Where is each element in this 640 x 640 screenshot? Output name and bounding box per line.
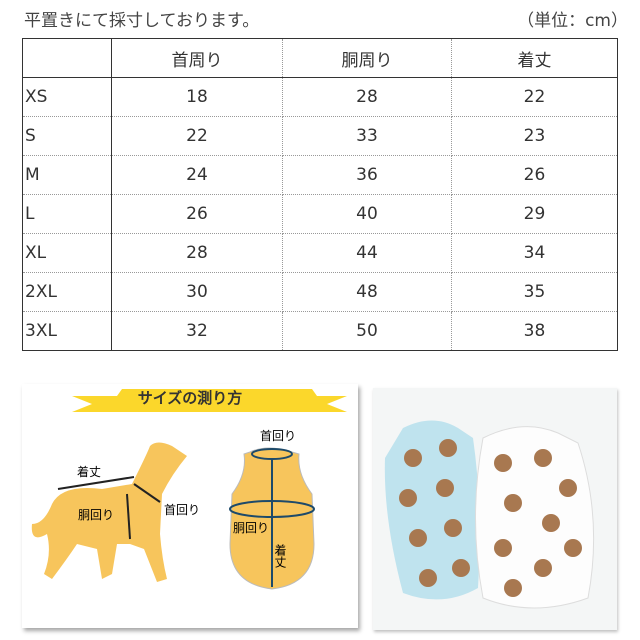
value-cell: 24 <box>111 155 283 195</box>
size-cell: M <box>22 155 112 195</box>
value-cell: 40 <box>282 194 452 234</box>
dog-chest-label: 胴回り <box>78 508 114 522</box>
measurement-diagram: サイズの測り方 着丈 胴回り 首回り 首回り 胴回り 着丈 <box>22 384 358 628</box>
value-cell: 22 <box>111 116 283 156</box>
measurement-note: 平置きにて採寸しております。 <box>24 11 260 31</box>
value-cell: 50 <box>282 311 452 351</box>
size-cell: S <box>22 116 112 156</box>
value-cell: 23 <box>451 116 618 156</box>
value-cell: 44 <box>282 233 452 273</box>
table-row: 3XL 32 50 38 <box>22 311 618 351</box>
dog-neck-label: 首回り <box>164 503 200 517</box>
table-row: XS 18 28 22 <box>22 77 618 117</box>
size-cell: XL <box>22 233 112 273</box>
dog-length-label: 着丈 <box>77 464 101 479</box>
column-header: 着丈 <box>451 38 618 78</box>
column-header <box>22 38 112 78</box>
value-cell: 34 <box>451 233 618 273</box>
value-cell: 36 <box>282 155 452 195</box>
table-row: M 24 36 26 <box>22 155 618 195</box>
banner-ribbon <box>72 389 347 412</box>
unit-label: （単位：cm） <box>517 11 628 31</box>
column-header: 胴周り <box>282 38 452 78</box>
table-row: XL 28 44 34 <box>22 233 618 273</box>
table-row: 2XL 30 48 35 <box>22 272 618 312</box>
white-sweater <box>475 426 595 609</box>
value-cell: 32 <box>111 311 283 351</box>
size-table: 首周り 胴周り 着丈 XS 18 28 22 S 22 33 23 M 24 36 26 L 26 40 29 XL 2… <box>22 38 618 351</box>
bear-pattern <box>399 439 582 597</box>
value-cell: 29 <box>451 194 618 234</box>
value-cell: 35 <box>451 272 618 312</box>
table-row: S 22 33 23 <box>22 116 618 156</box>
dog-neck-arrow <box>133 483 161 503</box>
value-cell: 33 <box>282 116 452 156</box>
size-cell: L <box>22 194 112 234</box>
dog-length-arrow <box>57 476 135 490</box>
size-cell: XS <box>22 77 112 117</box>
value-cell: 18 <box>111 77 283 117</box>
value-cell: 28 <box>111 233 283 273</box>
table-header-row: 首周り 胴周り 着丈 <box>22 38 618 78</box>
value-cell: 30 <box>111 272 283 312</box>
product-photo <box>373 388 617 630</box>
value-cell: 38 <box>451 311 618 351</box>
vest-chest-label: 胴回り <box>233 521 269 535</box>
value-cell: 22 <box>451 77 618 117</box>
dog-chest-arrow <box>126 493 131 540</box>
vest-length-label: 着丈 <box>273 543 287 569</box>
size-cell: 3XL <box>22 311 112 351</box>
vest-neck-label: 首回り <box>260 429 296 443</box>
banner-title: サイズの測り方 <box>138 389 243 407</box>
size-cell: 2XL <box>22 272 112 312</box>
dog-silhouette <box>31 442 187 582</box>
value-cell: 26 <box>451 155 618 195</box>
value-cell: 26 <box>111 194 283 234</box>
value-cell: 48 <box>282 272 452 312</box>
table-row: L 26 40 29 <box>22 194 618 234</box>
column-header: 首周り <box>111 38 283 78</box>
value-cell: 28 <box>282 77 452 117</box>
